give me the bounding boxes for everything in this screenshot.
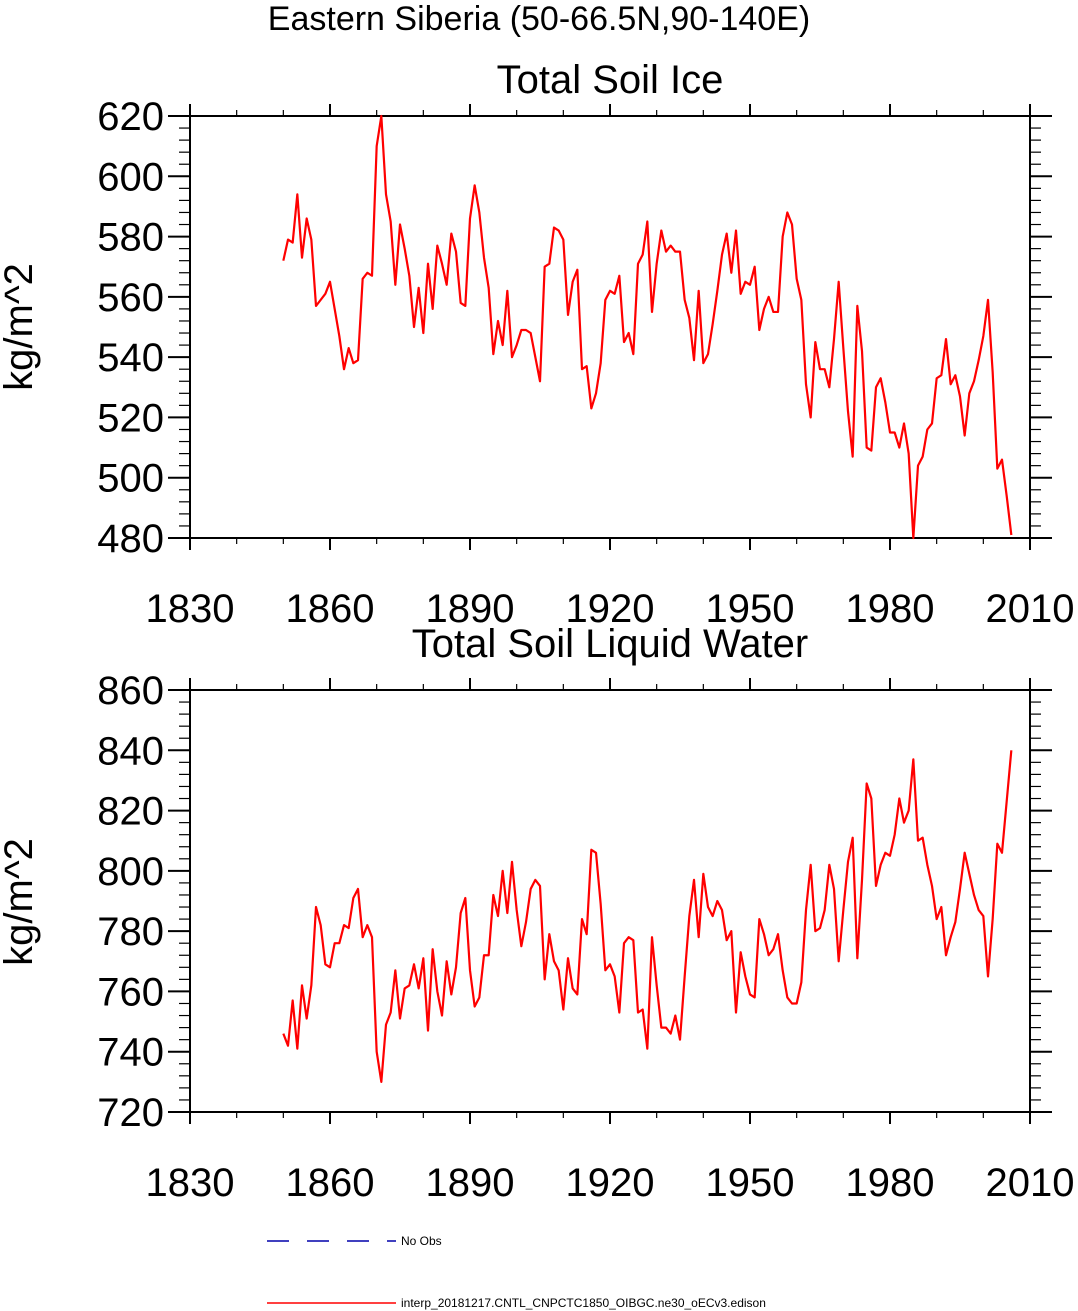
legend-label-no-obs: No Obs (401, 1234, 442, 1248)
x-tick-label: 2010 (986, 1161, 1075, 1205)
y-tick-label: 780 (97, 910, 164, 954)
x-tick-label: 1890 (426, 587, 515, 631)
y-tick-label: 720 (97, 1091, 164, 1135)
y-tick-label: 860 (97, 669, 164, 713)
y-tick-label: 760 (97, 970, 164, 1014)
x-tick-label: 1980 (846, 587, 935, 631)
panel-title: Total Soil Ice (497, 58, 724, 102)
x-tick-label: 1860 (286, 587, 375, 631)
x-tick-label: 1860 (286, 1161, 375, 1205)
x-tick-label: 2010 (986, 587, 1075, 631)
y-tick-label: 500 (97, 457, 164, 501)
series-group (282, 114, 1013, 540)
y-tick-label: 540 (97, 336, 164, 380)
figure-title: Eastern Siberia (50-66.5N,90-140E) (268, 0, 810, 38)
x-tick-label: 1890 (426, 1161, 515, 1205)
series-group (282, 750, 1013, 1083)
y-tick-label: 560 (97, 276, 164, 320)
y-tick-label: 520 (97, 396, 164, 440)
legend: No Obs interp_20181217.CNTL_CNPCTC1850_O… (267, 1234, 766, 1310)
y-tick-label: 620 (97, 95, 164, 139)
y-axis-label: kg/m^2 (0, 263, 41, 391)
x-tick-label: 1830 (146, 587, 235, 631)
x-tick-label: 1950 (706, 1161, 795, 1205)
series-line (282, 750, 1013, 1083)
y-tick-label: 740 (97, 1031, 164, 1075)
y-tick-label: 820 (97, 790, 164, 834)
x-tick-label: 1950 (706, 587, 795, 631)
x-tick-label: 1920 (566, 1161, 655, 1205)
chart-panel-soil-liquid-water: Total Soil Liquid Water kg/m^2 1830 1860 1… (0, 622, 1074, 1205)
plot-frame (189, 115, 1031, 539)
x-tick-label: 1920 (566, 587, 655, 631)
y-tick-label: 600 (97, 155, 164, 199)
y-tick-label: 840 (97, 729, 164, 773)
y-tick-label: 480 (97, 517, 164, 561)
panel-title: Total Soil Liquid Water (412, 622, 808, 666)
y-tick-label: 580 (97, 216, 164, 260)
y-tick-label: 800 (97, 850, 164, 894)
chart-panel-soil-ice: Total Soil Ice kg/m^2 1830 1860 1890 1920 19… (0, 58, 1074, 631)
x-tick-label: 1980 (846, 1161, 935, 1205)
plot-frame (189, 689, 1031, 1113)
series-line (282, 114, 1013, 540)
legend-label-model: interp_20181217.CNTL_CNPCTC1850_OIBGC.ne… (401, 1296, 766, 1310)
x-tick-label: 1830 (146, 1161, 235, 1205)
axis-ticks: 1830 1860 1890 1920 1950 1980 2010 480 500 520 540… (97, 95, 1074, 631)
y-axis-label: kg/m^2 (0, 838, 41, 966)
axis-ticks: 1830 1860 1890 1920 1950 1980 2010 720 740 760 780… (97, 669, 1074, 1205)
